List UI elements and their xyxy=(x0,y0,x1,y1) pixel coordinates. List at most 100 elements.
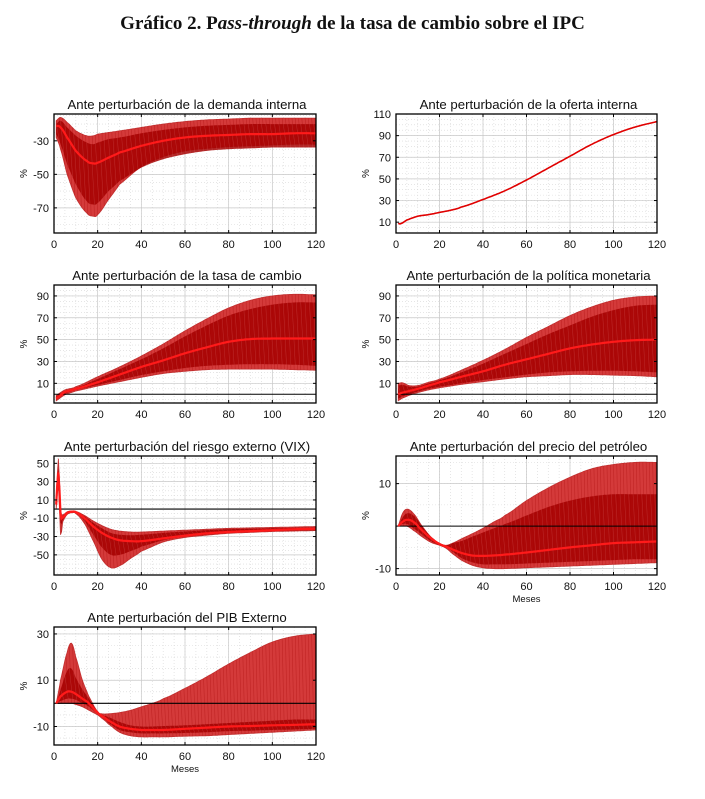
band-hatch-inner xyxy=(645,304,650,373)
band-hatch-inner xyxy=(213,125,217,150)
band-hatch-inner xyxy=(584,497,589,562)
x-tick-label: 80 xyxy=(564,239,576,251)
y-tick-label: 90 xyxy=(379,291,391,303)
x-tick-label: 40 xyxy=(135,581,147,593)
x-tick-label: 100 xyxy=(604,581,622,593)
band-hatch-inner xyxy=(108,139,113,189)
x-tick-label: 120 xyxy=(307,581,325,593)
x-tick-label: 60 xyxy=(520,409,532,421)
band-hatch-inner xyxy=(576,499,581,562)
x-tick-label: 120 xyxy=(307,239,325,251)
band-hatch-inner xyxy=(283,303,287,365)
band-hatch-inner xyxy=(252,123,257,149)
x-tick-label: 120 xyxy=(307,751,325,763)
band-hatch-inner xyxy=(641,305,646,372)
band-hatch-inner xyxy=(221,318,226,365)
x-tick-label: 40 xyxy=(135,409,147,421)
x-tick-label: 40 xyxy=(477,409,489,421)
band-hatch-inner xyxy=(165,129,169,158)
band-hatch-inner xyxy=(143,132,148,166)
band-hatch-inner xyxy=(619,308,624,371)
y-tick-label: 70 xyxy=(379,152,391,164)
y-tick-label: 10 xyxy=(37,495,49,507)
x-tick-label: 0 xyxy=(393,409,399,421)
band-hatch-inner xyxy=(300,124,305,148)
band-hatch-inner xyxy=(650,304,654,373)
x-tick-label: 40 xyxy=(135,751,147,763)
band-hatch-inner xyxy=(567,501,572,562)
x-tick-label: 80 xyxy=(564,581,576,593)
x-tick-label: 0 xyxy=(393,581,399,593)
figure-title-prefix: Gráfico 2. P xyxy=(120,13,218,34)
band-hatch-inner xyxy=(73,133,78,187)
band-hatch-inner xyxy=(537,511,541,563)
band-hatch-inner xyxy=(489,529,494,565)
band-hatch-inner xyxy=(234,313,239,365)
band-hatch xyxy=(249,652,252,734)
band-hatch xyxy=(288,637,292,732)
band-hatch-inner xyxy=(173,128,178,156)
band-hatch-inner xyxy=(628,306,633,372)
x-tick-label: 100 xyxy=(263,239,281,251)
x-tick-label: 0 xyxy=(51,239,57,251)
band-hatch-inner xyxy=(69,129,73,178)
band-hatch-inner xyxy=(82,140,86,201)
band-hatch-inner xyxy=(632,306,637,372)
band-hatch-inner xyxy=(130,135,134,173)
band-hatch-inner xyxy=(204,326,209,366)
y-tick-label: 50 xyxy=(379,174,391,186)
median-line xyxy=(55,472,316,543)
y-tick-label: 30 xyxy=(37,356,49,368)
band-hatch-inner xyxy=(532,512,537,564)
x-tick-label: 20 xyxy=(433,409,445,421)
band-hatch-inner xyxy=(243,124,248,149)
band-hatch-inner xyxy=(296,124,300,148)
band-hatch-inner xyxy=(95,143,100,203)
band-hatch xyxy=(281,638,285,732)
x-tick-label: 60 xyxy=(179,239,191,251)
y-axis-label: % xyxy=(361,511,372,520)
x-tick-label: 40 xyxy=(477,239,489,251)
y-tick-label: 30 xyxy=(37,477,49,489)
band-hatch-inner xyxy=(593,496,598,561)
band-hatch-inner xyxy=(103,140,108,193)
x-tick-label: 100 xyxy=(263,581,281,593)
band-hatch-inner xyxy=(208,324,213,366)
panel-title: Ante perturbación del precio del petróle… xyxy=(410,439,648,454)
band-hatch-inner xyxy=(628,494,633,560)
band-hatch-inner xyxy=(226,316,231,365)
band-hatch-inner xyxy=(502,525,507,565)
y-tick-label: 10 xyxy=(37,378,49,390)
confidence-band-inner xyxy=(398,494,657,565)
median-line xyxy=(397,518,657,557)
plot-series xyxy=(54,458,316,569)
confidence-band-inner xyxy=(56,302,316,400)
band-hatch-inner xyxy=(550,506,554,563)
y-axis-label: % xyxy=(19,511,30,520)
panel-politica-monetaria: 0 20 40 60 80 100 120 10 30 50 70 90 Ante perturbaci… xyxy=(361,268,666,421)
band-hatch-inner xyxy=(82,689,86,705)
band-hatch-inner xyxy=(274,124,279,148)
band-hatch-inner xyxy=(169,129,174,157)
band-hatch xyxy=(291,636,295,732)
band-hatch xyxy=(298,635,302,731)
band-hatch-inner xyxy=(77,137,82,194)
x-tick-label: 60 xyxy=(520,239,532,251)
band-hatch-inner xyxy=(117,534,121,555)
band-hatch-inner xyxy=(134,134,139,170)
x-tick-label: 20 xyxy=(433,581,445,593)
band-hatch-inner xyxy=(274,304,279,365)
band-hatch-inner xyxy=(77,681,82,703)
panel-title: Ante perturbación de la política monetar… xyxy=(406,268,651,283)
panel-precio-petroleo: 0 20 40 60 80 100 120 10 -10 Ante perturbación de… xyxy=(361,439,666,605)
x-tick-label: 80 xyxy=(223,581,235,593)
band-hatch-inner xyxy=(554,504,559,563)
band-hatch-inner xyxy=(402,384,407,396)
band-hatch-inner xyxy=(230,314,235,365)
confidence-band-inner xyxy=(398,304,657,399)
band-hatch-inner xyxy=(256,123,261,148)
x-tick-label: 120 xyxy=(648,581,666,593)
band-hatch-inner xyxy=(511,521,515,565)
band-hatch-inner xyxy=(217,125,222,150)
band-hatch-inner xyxy=(497,526,502,565)
